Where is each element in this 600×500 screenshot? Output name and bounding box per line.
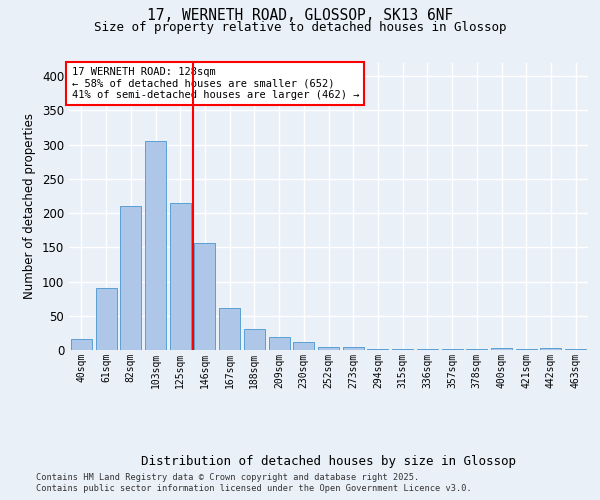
Text: 17 WERNETH ROAD: 128sqm
← 58% of detached houses are smaller (652)
41% of semi-d: 17 WERNETH ROAD: 128sqm ← 58% of detache… <box>71 67 359 100</box>
Bar <box>541 348 562 350</box>
Bar <box>194 242 215 350</box>
Bar <box>244 330 265 350</box>
Text: Contains public sector information licensed under the Open Government Licence v3: Contains public sector information licen… <box>36 484 472 493</box>
Bar <box>367 348 388 350</box>
Bar <box>343 348 364 350</box>
Bar <box>145 141 166 350</box>
Text: 17, WERNETH ROAD, GLOSSOP, SK13 6NF: 17, WERNETH ROAD, GLOSSOP, SK13 6NF <box>147 8 453 22</box>
Bar <box>120 206 141 350</box>
Bar <box>442 348 463 350</box>
Text: Contains HM Land Registry data © Crown copyright and database right 2025.: Contains HM Land Registry data © Crown c… <box>36 472 419 482</box>
Bar <box>269 337 290 350</box>
Text: Distribution of detached houses by size in Glossop: Distribution of detached houses by size … <box>142 454 516 468</box>
Bar <box>392 348 413 350</box>
Bar <box>219 308 240 350</box>
Text: Size of property relative to detached houses in Glossop: Size of property relative to detached ho… <box>94 21 506 34</box>
Bar <box>71 339 92 350</box>
Y-axis label: Number of detached properties: Number of detached properties <box>23 114 37 299</box>
Bar <box>491 348 512 350</box>
Bar <box>318 346 339 350</box>
Bar <box>170 203 191 350</box>
Bar <box>565 348 586 350</box>
Bar <box>95 288 116 350</box>
Bar <box>293 342 314 350</box>
